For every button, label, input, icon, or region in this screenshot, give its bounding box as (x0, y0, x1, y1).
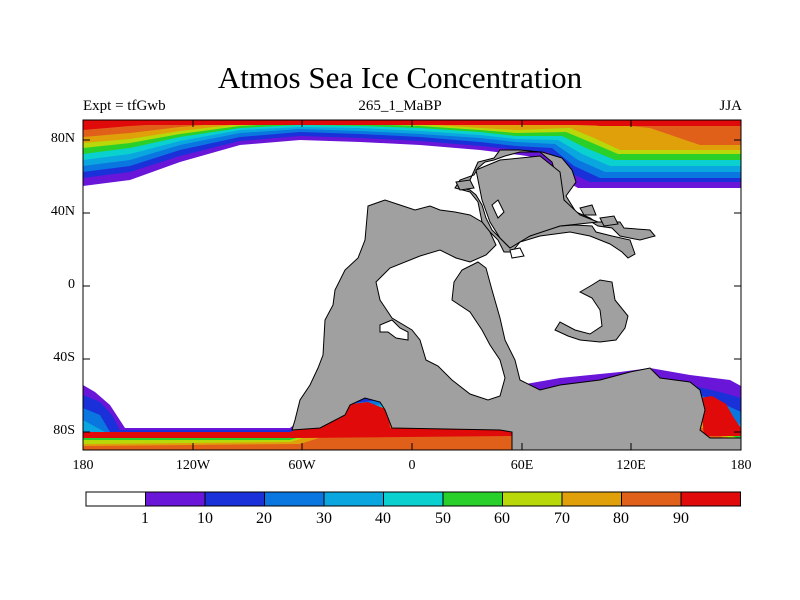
colorbar-box-9 (621, 491, 682, 507)
x-tick-label-120e: 120E (616, 458, 646, 473)
colorbar-label-70: 70 (554, 510, 570, 527)
colorbar-box-7 (502, 491, 563, 507)
colorbar-label-10: 10 (197, 510, 213, 527)
colorbar-box-1 (145, 491, 206, 507)
x-tick-marks (82, 120, 742, 450)
time-period-label: 265_1_MaBP (358, 98, 442, 114)
x-tick-label-60w: 60W (288, 458, 316, 473)
colorbar-label-80: 80 (613, 510, 629, 527)
arctic-sea-ice (83, 120, 741, 188)
land-masses (291, 149, 741, 450)
colorbar-box-5 (383, 491, 444, 507)
colorbar-box-3 (264, 491, 325, 507)
colorbar-label-20: 20 (256, 510, 272, 527)
colorbar-box-10 (680, 491, 741, 507)
experiment-label: Expt = tfGwb (83, 98, 166, 114)
x-tick-label-120w: 120W (175, 458, 211, 473)
colorbar-label-90: 90 (673, 510, 689, 527)
inland-water (379, 199, 525, 341)
colorbar-label-40: 40 (375, 510, 391, 527)
x-tick-label-180e: 180 (730, 458, 752, 473)
x-tick-label-0: 0 (408, 458, 416, 473)
y-tick-label-80s: 80S (53, 423, 75, 438)
y-tick-marks (83, 139, 741, 433)
x-tick-label-180w: 180 (72, 458, 94, 473)
colorbar-box-0 (85, 491, 146, 507)
colorbar-label-50: 50 (435, 510, 451, 527)
colorbar-label-1: 1 (141, 510, 149, 527)
map-area (83, 120, 741, 450)
plot-title: Atmos Sea Ice Concentration (217, 60, 583, 95)
colorbar-box-8 (561, 491, 622, 507)
colorbar (85, 491, 741, 507)
x-tick-label-60e: 60E (510, 458, 534, 473)
colorbar-box-6 (442, 491, 503, 507)
season-label: JJA (719, 98, 742, 114)
y-tick-label-0: 0 (68, 277, 75, 292)
colorbar-box-2 (204, 491, 265, 507)
y-tick-label-40n: 40N (50, 204, 75, 219)
colorbar-label-60: 60 (494, 510, 510, 527)
y-tick-label-40s: 40S (53, 350, 75, 365)
colorbar-box-4 (323, 491, 384, 507)
y-tick-label-80n: 80N (50, 131, 75, 146)
colorbar-label-30: 30 (316, 510, 332, 527)
